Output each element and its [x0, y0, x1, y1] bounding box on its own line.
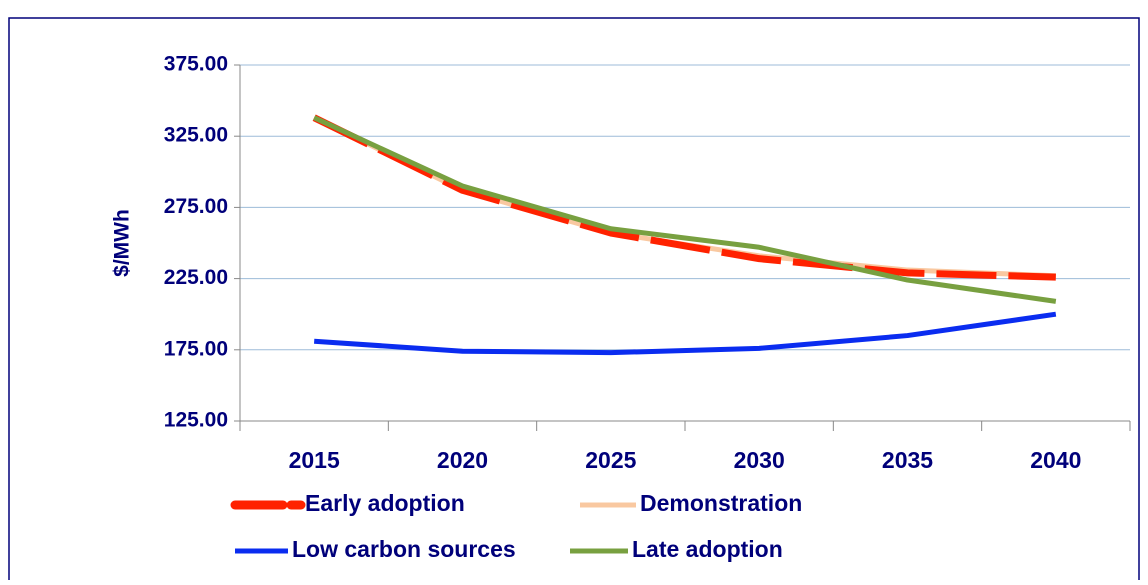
y-axis-label: $/MWh — [111, 209, 134, 277]
x-tick-label: 2040 — [1030, 447, 1081, 473]
series-line — [313, 311, 1057, 356]
y-tick-label: 225.00 — [164, 266, 228, 289]
legend-label: Demonstration — [640, 490, 802, 516]
x-tick-label: 2025 — [585, 447, 636, 473]
x-tick-label: 2020 — [437, 447, 488, 473]
y-tick-label: 325.00 — [164, 124, 228, 147]
x-tick-label: 2015 — [289, 447, 340, 473]
y-tick-label: 375.00 — [164, 53, 228, 76]
x-tick-label: 2030 — [734, 447, 785, 473]
y-tick-label: 125.00 — [164, 409, 228, 432]
y-tick-label: 275.00 — [164, 195, 228, 218]
legend-label: Low carbon sources — [292, 536, 516, 562]
x-tick-label: 2035 — [882, 447, 933, 473]
frame — [8, 17, 1140, 585]
series-line — [312, 114, 1056, 281]
series-line — [313, 115, 1057, 304]
y-tick-label: 175.00 — [164, 337, 228, 360]
series-line — [313, 115, 1056, 279]
legend-label: Early adoption — [305, 490, 465, 516]
legend-label: Late adoption — [632, 536, 783, 562]
